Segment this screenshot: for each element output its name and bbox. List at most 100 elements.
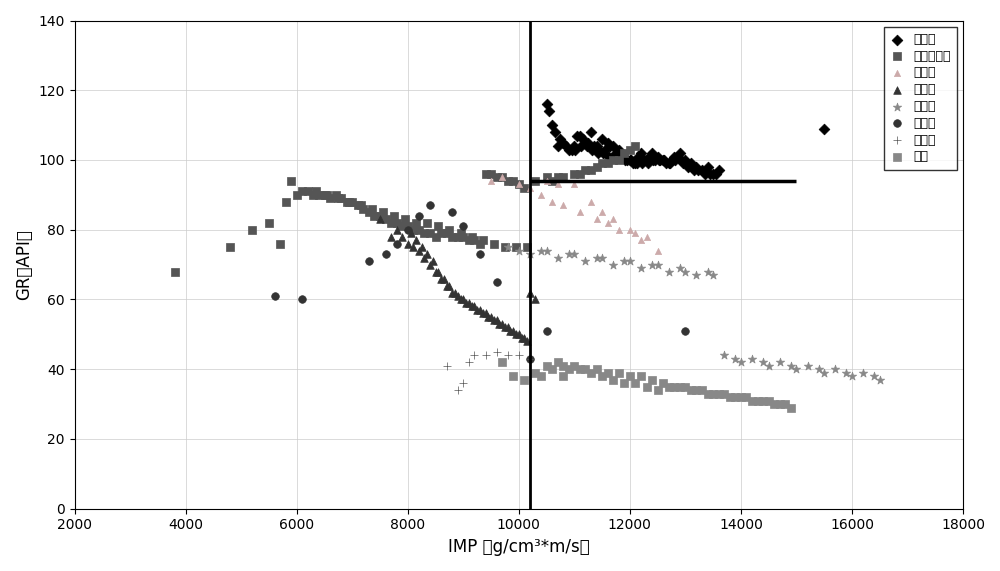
泥岩 <box>655 379 671 388</box>
玄武岩 <box>539 246 555 255</box>
砂砾岩 <box>511 180 527 189</box>
细砂岩 <box>444 288 460 297</box>
细砂岩 <box>511 330 527 339</box>
粗面岩 <box>616 152 632 161</box>
粗面岩 <box>708 170 724 179</box>
粗面岩 <box>652 155 668 164</box>
泥岩 <box>661 382 677 391</box>
蚀变玄武岩 <box>416 228 432 238</box>
蚀变玄武岩 <box>328 190 344 199</box>
细砂岩 <box>458 299 474 308</box>
蚀变玄武岩 <box>278 197 294 206</box>
蚀变玄武岩 <box>322 194 338 203</box>
玄武岩 <box>577 256 593 266</box>
泥岩 <box>577 365 593 374</box>
粗面岩 <box>547 127 563 136</box>
玄武岩 <box>511 246 527 255</box>
粗面岩 <box>564 145 580 154</box>
玄武岩 <box>744 354 760 363</box>
粗面岩 <box>664 155 680 164</box>
粗面岩 <box>544 120 560 130</box>
泥岩 <box>639 382 655 391</box>
泥岩 <box>744 396 760 405</box>
泥岩 <box>572 365 588 374</box>
蚀变玄武岩 <box>572 170 588 179</box>
砂砾岩 <box>494 173 510 182</box>
泥岩 <box>738 392 754 401</box>
砂砾岩 <box>539 176 555 186</box>
细砂岩 <box>478 309 494 318</box>
粗面岩 <box>623 155 639 164</box>
蚀变玄武岩 <box>600 159 616 168</box>
蚀变玄武岩 <box>366 211 382 220</box>
粗面岩 <box>617 155 633 164</box>
粗面岩 <box>586 142 602 151</box>
砂砾岩 <box>611 225 627 234</box>
细砂岩 <box>447 288 463 297</box>
蚀变玄武岩 <box>339 197 355 206</box>
蚀变玄武岩 <box>389 218 405 227</box>
玄武岩 <box>700 267 716 276</box>
蚀变玄武岩 <box>441 225 457 234</box>
蚀变玄武岩 <box>411 225 427 234</box>
粗面岩 <box>539 99 555 108</box>
粉砂岩 <box>539 326 555 335</box>
细砂岩 <box>372 215 388 224</box>
粗面岩 <box>589 142 605 151</box>
细砂岩 <box>394 232 410 242</box>
玄武岩 <box>855 368 871 377</box>
蚀变玄武岩 <box>505 176 521 186</box>
玄武岩 <box>622 256 638 266</box>
细砂岩 <box>416 253 432 262</box>
细砂岩 <box>469 305 485 315</box>
细砂岩 <box>500 323 516 332</box>
粉砂岩 <box>522 354 538 363</box>
蚀变玄武岩 <box>408 218 424 227</box>
角砾岩 <box>489 347 505 356</box>
Legend: 粗面岩, 蚀变玄武岩, 砂砾岩, 细砂岩, 玄武岩, 粉砂岩, 角砾岩, 泥岩: 粗面岩, 蚀变玄武岩, 砂砾岩, 细砂岩, 玄武岩, 粉砂岩, 角砾岩, 泥岩 <box>884 27 957 170</box>
玄武岩 <box>616 256 632 266</box>
粉砂岩 <box>677 326 693 335</box>
砂砾岩 <box>555 201 571 210</box>
泥岩 <box>494 357 510 367</box>
蚀变玄武岩 <box>516 183 532 192</box>
泥岩 <box>600 368 616 377</box>
粗面岩 <box>656 155 672 164</box>
粗面岩 <box>575 135 591 144</box>
粉砂岩 <box>444 208 460 217</box>
角砾岩 <box>466 351 482 360</box>
泥岩 <box>783 403 799 412</box>
粗面岩 <box>684 162 700 171</box>
粗面岩 <box>673 155 689 164</box>
粗面岩 <box>625 159 641 168</box>
细砂岩 <box>389 225 405 234</box>
泥岩 <box>766 400 782 409</box>
粗面岩 <box>602 142 618 151</box>
角砾岩 <box>439 361 455 371</box>
粗面岩 <box>594 135 610 144</box>
粗面岩 <box>590 148 606 158</box>
粗面岩 <box>669 152 685 161</box>
细砂岩 <box>450 291 466 300</box>
细砂岩 <box>486 316 502 325</box>
粗面岩 <box>688 162 704 171</box>
细砂岩 <box>428 267 444 276</box>
泥岩 <box>555 361 571 371</box>
泥岩 <box>727 392 743 401</box>
蚀变玄武岩 <box>475 236 491 245</box>
泥岩 <box>527 368 543 377</box>
玄武岩 <box>650 260 666 269</box>
蚀变玄武岩 <box>244 225 260 234</box>
蚀变玄武岩 <box>422 228 438 238</box>
蚀变玄武岩 <box>508 243 524 252</box>
泥岩 <box>644 375 660 384</box>
蚀变玄武岩 <box>344 197 360 206</box>
粗面岩 <box>636 155 652 164</box>
玄武岩 <box>533 246 549 255</box>
粗面岩 <box>627 159 643 168</box>
蚀变玄武岩 <box>353 201 369 210</box>
泥岩 <box>688 385 704 395</box>
蚀变玄武岩 <box>386 211 402 220</box>
粗面岩 <box>686 166 702 175</box>
玄武岩 <box>800 361 816 371</box>
